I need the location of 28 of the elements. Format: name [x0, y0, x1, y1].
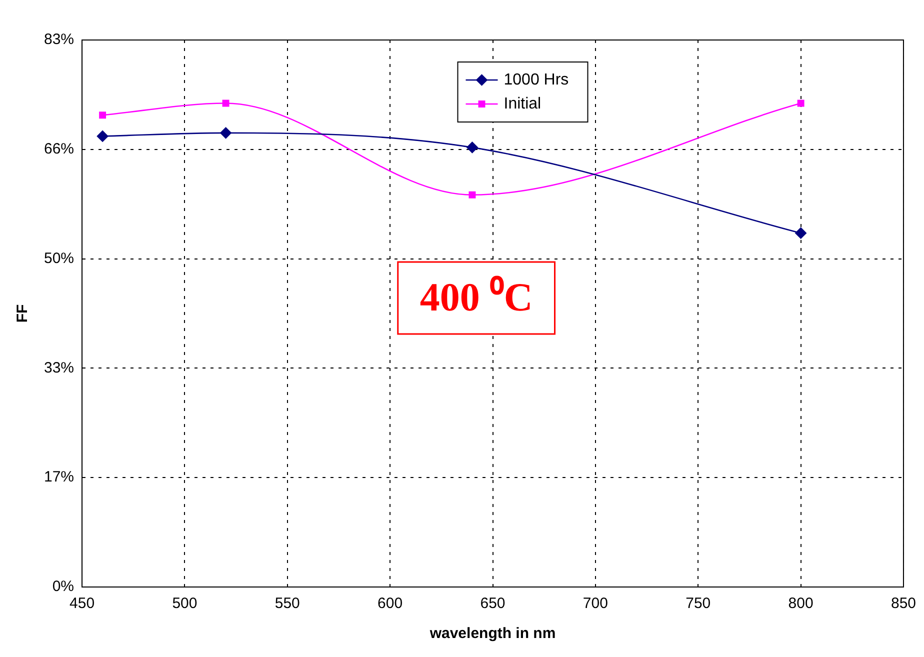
x-axis-title: wavelength in nm — [428, 625, 556, 642]
annotation: 400 ⁰C — [420, 274, 533, 320]
x-tick-label: 700 — [582, 595, 608, 612]
y-tick-label: 33% — [44, 359, 74, 376]
point — [220, 127, 232, 139]
point — [795, 227, 806, 239]
y-tick-label: 0% — [52, 578, 74, 596]
x-tick-label: 500 — [172, 595, 198, 612]
x-tick-label: 450 — [70, 595, 95, 612]
x-tick-label: 600 — [378, 595, 403, 612]
legend-label: Initial — [504, 95, 542, 112]
y-tick-label: 50% — [44, 250, 74, 267]
y-tick-label: 66% — [44, 140, 74, 158]
x-tick-label: 550 — [274, 595, 300, 612]
point — [797, 100, 804, 107]
x-tick-label: 800 — [788, 595, 814, 612]
point — [222, 100, 230, 107]
point — [96, 130, 108, 142]
point — [99, 112, 106, 119]
legend-label: 1000 Hrs — [504, 71, 569, 88]
y-axis-title: FF — [14, 304, 32, 323]
point — [468, 191, 476, 198]
y-tick-label: 83% — [44, 31, 74, 48]
x-tick-label: 750 — [686, 595, 711, 612]
x-tick-label: 850 — [890, 595, 916, 612]
x-tick-label: 650 — [480, 595, 506, 612]
y-tick-label: 17% — [44, 468, 74, 486]
point — [466, 142, 478, 154]
